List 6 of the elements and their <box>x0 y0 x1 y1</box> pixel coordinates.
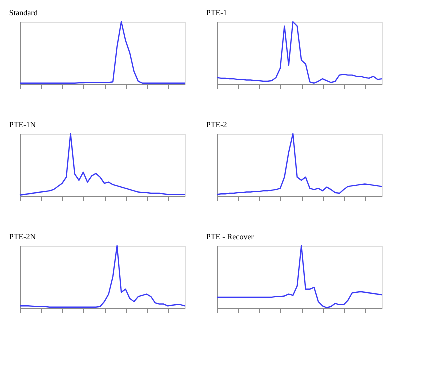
chart-title: PTE-2N <box>9 232 36 242</box>
chart-title: PTE-1 <box>206 8 228 18</box>
chart-title: PTE-2 <box>206 120 228 130</box>
chart-title: PTE - Recover <box>206 232 254 242</box>
chart-title: Standard <box>9 8 38 18</box>
chart-title: PTE-1N <box>9 120 36 130</box>
